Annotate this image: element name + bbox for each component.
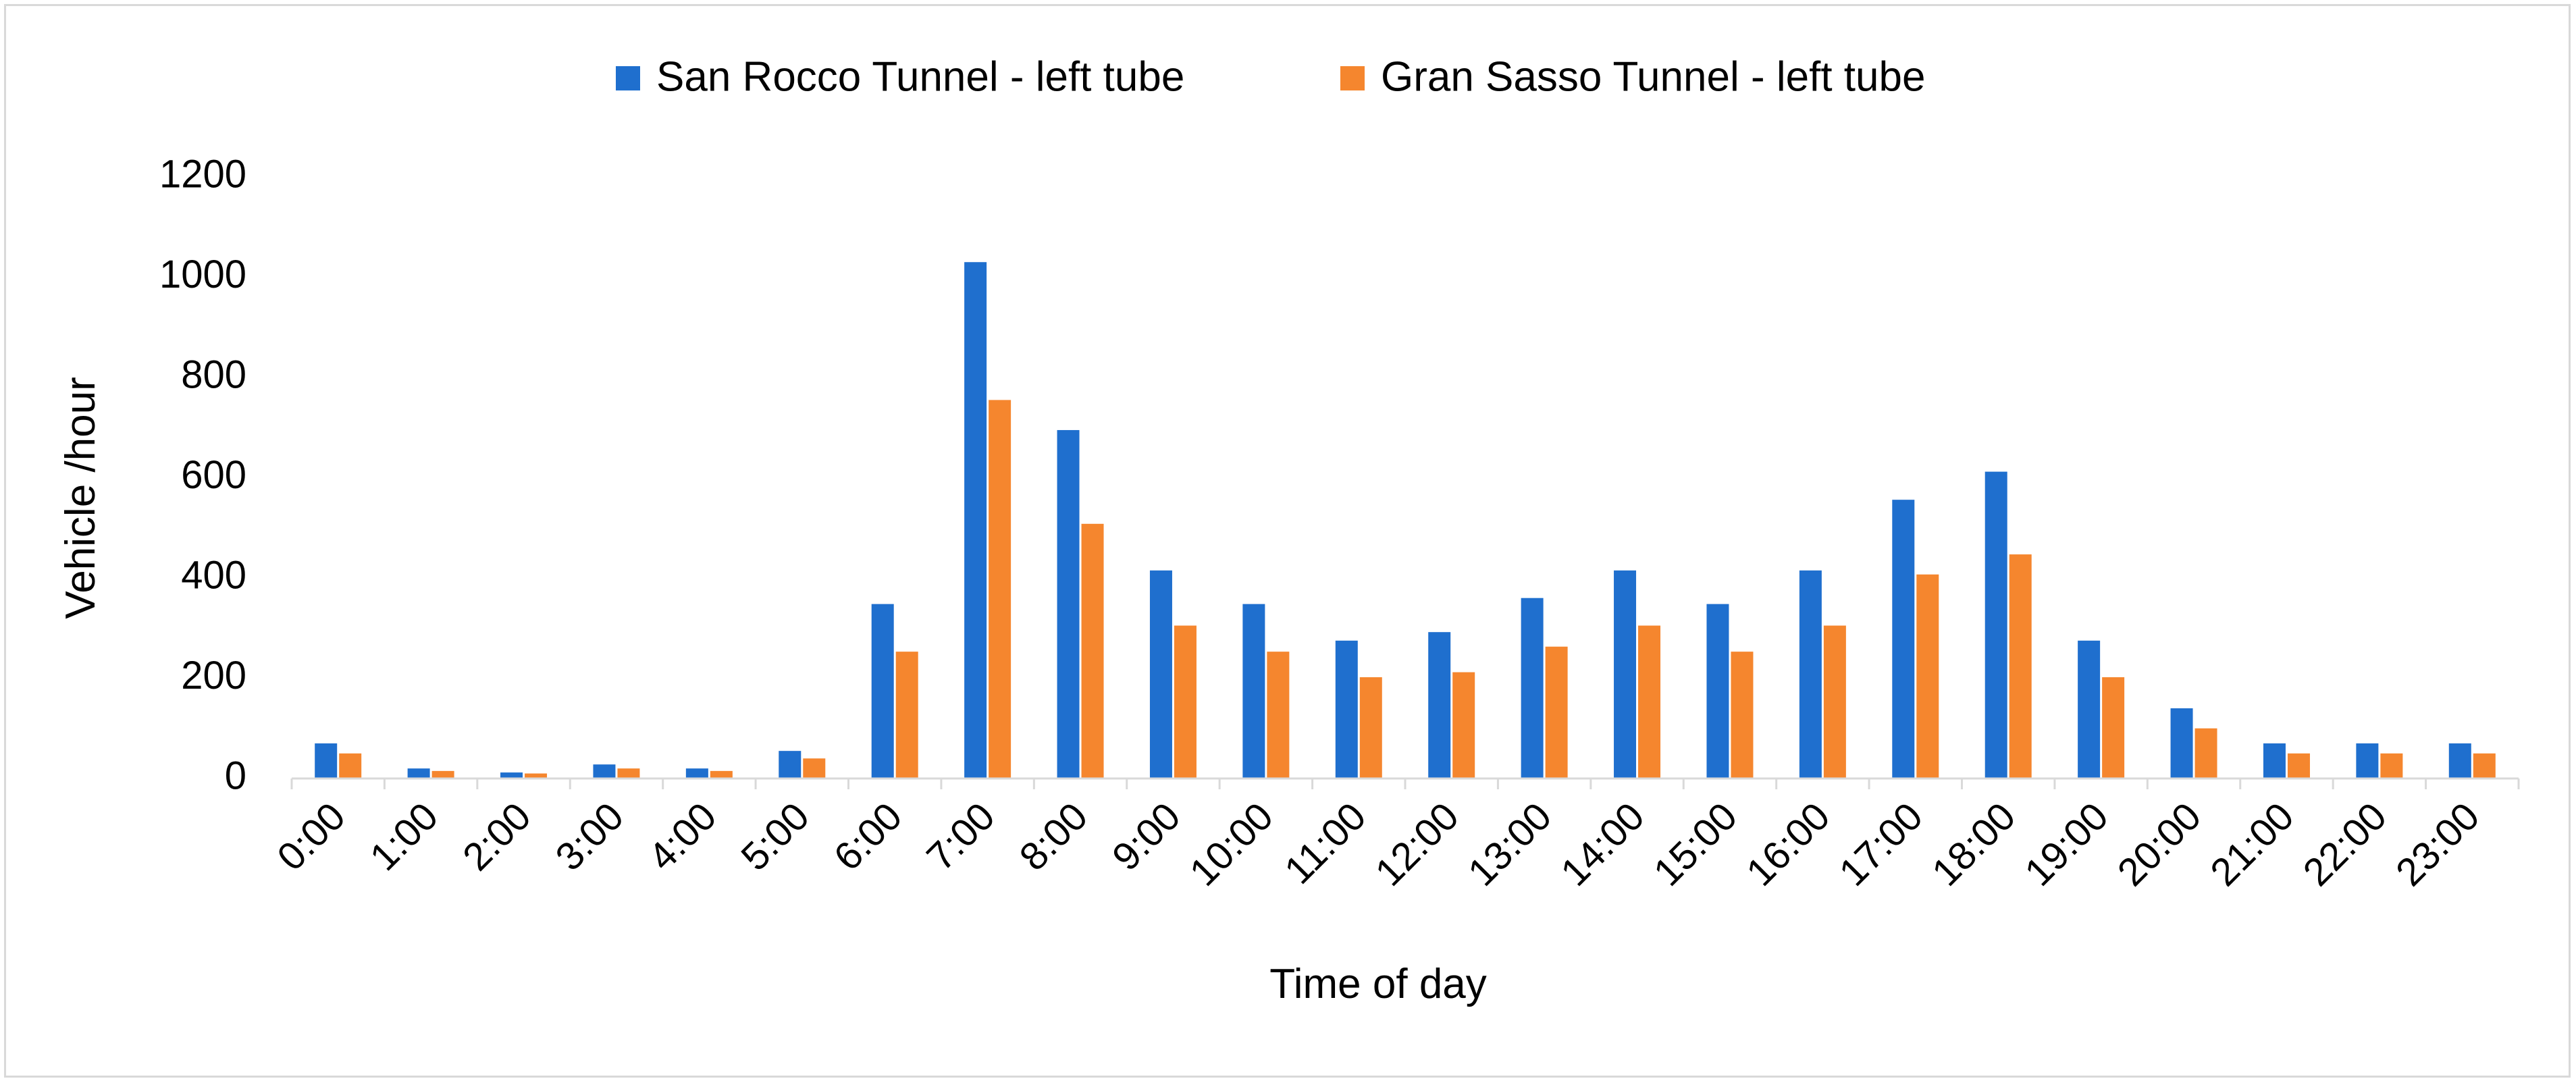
bar-san-rocco: [500, 772, 523, 778]
bar-gran-sasso: [2380, 753, 2403, 778]
x-tick-label: 2:00: [454, 794, 540, 879]
y-tick-label: 600: [181, 453, 246, 497]
bar-gran-sasso: [2102, 677, 2125, 778]
bar-san-rocco: [2356, 743, 2379, 778]
bar-gran-sasso: [2009, 554, 2032, 778]
x-tick-label: 6:00: [826, 794, 911, 879]
x-tick-label: 9:00: [1104, 794, 1189, 879]
x-tick-label: 11:00: [1276, 794, 1375, 893]
bar-gran-sasso: [1545, 646, 1568, 778]
x-tick-label: 18:00: [1924, 794, 2024, 895]
bar-san-rocco: [871, 604, 894, 778]
bar-gran-sasso: [2194, 728, 2217, 778]
x-tick-label: 15:00: [1646, 794, 1746, 895]
bar-san-rocco: [1057, 429, 1080, 778]
x-tick-label: 17:00: [1831, 794, 1931, 895]
x-tick-label: 1:00: [362, 794, 447, 879]
bar-san-rocco: [1428, 632, 1451, 778]
y-axis-ticks: 0 200 400 600 800 1000 1200: [159, 152, 246, 797]
bar-san-rocco: [1706, 604, 1729, 778]
bar-gran-sasso: [525, 773, 548, 778]
x-tick-label: 3:00: [547, 794, 632, 879]
legend-label: San Rocco Tunnel - left tube: [656, 53, 1184, 100]
bar-gran-sasso: [339, 753, 362, 778]
bar-gran-sasso: [1916, 574, 1939, 778]
bar-san-rocco: [1521, 598, 1544, 778]
x-axis-title: Time of day: [1269, 961, 1487, 1007]
bar-san-rocco: [1149, 570, 1172, 778]
bar-gran-sasso: [1081, 523, 1104, 778]
bar-san-rocco: [407, 768, 430, 778]
bar-gran-sasso: [2287, 753, 2310, 778]
bar-gran-sasso: [1452, 672, 1475, 778]
x-tick-label: 14:00: [1552, 794, 1653, 895]
legend: San Rocco Tunnel - left tube Gran Sasso T…: [616, 53, 1925, 100]
x-tick-label: 19:00: [2016, 794, 2117, 895]
x-tick-label: 4:00: [640, 794, 725, 879]
bar-gran-sasso: [1267, 652, 1290, 778]
bar-gran-sasso: [1823, 625, 1846, 778]
bar-san-rocco: [1335, 640, 1358, 778]
x-tick-label: 12:00: [1367, 794, 1467, 895]
bar-san-rocco: [1892, 500, 1915, 778]
y-tick-label: 400: [181, 553, 246, 597]
bar-san-rocco: [1984, 471, 2007, 778]
bar-san-rocco: [1614, 570, 1637, 778]
x-tick-label: 7:00: [918, 794, 1003, 879]
bar-san-rocco: [685, 768, 708, 778]
x-tick-label: 23:00: [2388, 794, 2488, 895]
y-tick-label: 1200: [159, 152, 246, 196]
bar-san-rocco: [593, 764, 616, 778]
chart-frame: [4, 4, 2571, 1078]
bar-gran-sasso: [895, 652, 918, 778]
bar-gran-sasso: [431, 770, 454, 778]
bar-gran-sasso: [710, 770, 733, 778]
x-tick-label: 16:00: [1738, 794, 1839, 895]
bar-san-rocco: [964, 262, 987, 779]
bar-gran-sasso: [1638, 625, 1661, 778]
bars: [315, 262, 2496, 779]
bar-gran-sasso: [989, 400, 1011, 778]
bar-san-rocco: [2263, 743, 2286, 778]
bar-gran-sasso: [1359, 677, 1382, 778]
legend-swatch: [1340, 66, 1365, 90]
bar-gran-sasso: [617, 768, 640, 778]
bar-gran-sasso: [1731, 652, 1754, 778]
bar-gran-sasso: [2473, 753, 2496, 778]
bar-san-rocco: [779, 751, 801, 778]
y-tick-label: 200: [181, 654, 246, 697]
bar-gran-sasso: [1174, 625, 1197, 778]
x-tick-label: 0:00: [269, 794, 354, 879]
bar-san-rocco: [2078, 640, 2101, 778]
x-axis-ticks: 0:00 1:00 2:00 3:00 4:00 5:00 6:00 7:00 8:00 9:00…: [269, 778, 2520, 895]
bar-san-rocco: [315, 743, 338, 778]
x-tick-label: 20:00: [2109, 794, 2210, 895]
x-tick-label: 22:00: [2294, 794, 2395, 895]
legend-label: Gran Sasso Tunnel - left tube: [1381, 53, 1925, 100]
y-tick-label: 1000: [159, 253, 246, 296]
y-tick-label: 0: [225, 754, 246, 797]
y-axis-title: Vehicle /hour: [57, 377, 104, 618]
bar-san-rocco: [1242, 604, 1265, 778]
y-tick-label: 800: [181, 352, 246, 396]
x-tick-label: 21:00: [2202, 794, 2303, 895]
x-tick-label: 13:00: [1460, 794, 1560, 895]
x-tick-label: 10:00: [1181, 794, 1282, 895]
bar-san-rocco: [2448, 743, 2471, 778]
x-tick-label: 5:00: [733, 794, 818, 879]
x-tick-label: 8:00: [1011, 794, 1096, 879]
bar-san-rocco: [1799, 570, 1822, 778]
legend-swatch: [616, 66, 640, 90]
bar-gran-sasso: [803, 758, 826, 778]
bar-san-rocco: [2170, 708, 2193, 778]
